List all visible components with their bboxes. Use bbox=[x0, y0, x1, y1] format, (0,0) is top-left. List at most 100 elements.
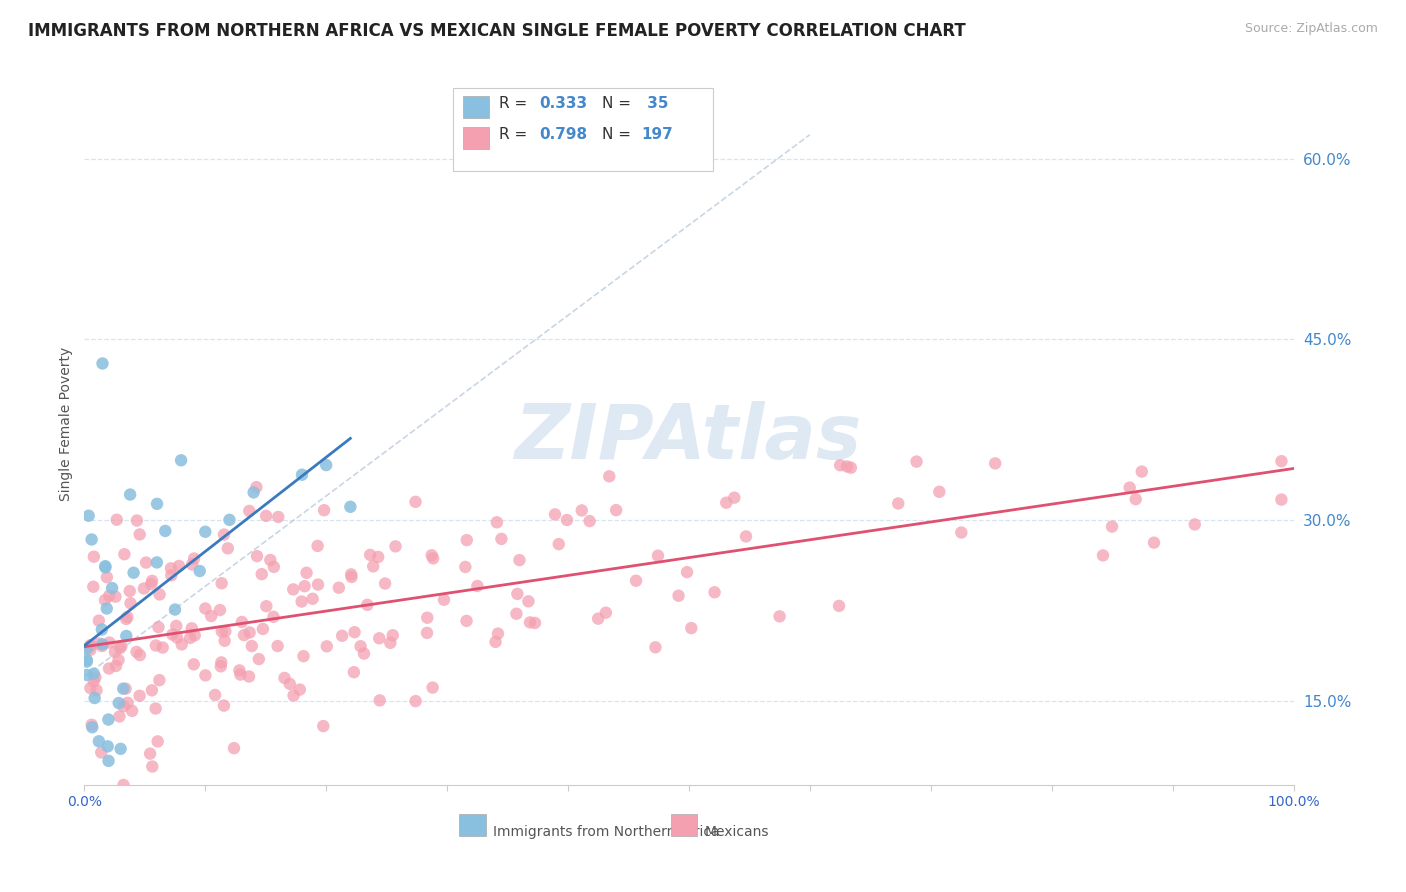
Point bbox=[115, 612, 138, 626]
Point bbox=[349, 639, 371, 653]
FancyBboxPatch shape bbox=[460, 814, 486, 836]
Point bbox=[228, 664, 250, 678]
Point bbox=[367, 549, 389, 564]
Point bbox=[82, 580, 104, 594]
Text: 0.333: 0.333 bbox=[538, 96, 588, 112]
Point bbox=[135, 556, 157, 570]
Point bbox=[117, 610, 139, 624]
Point bbox=[188, 564, 211, 578]
Point bbox=[117, 696, 139, 710]
Point bbox=[343, 665, 366, 680]
Point bbox=[339, 500, 361, 514]
Point bbox=[368, 693, 391, 707]
Point bbox=[145, 639, 167, 653]
Text: Source: ZipAtlas.com: Source: ZipAtlas.com bbox=[1244, 22, 1378, 36]
Point bbox=[314, 503, 336, 517]
Point bbox=[238, 669, 260, 683]
Point bbox=[87, 637, 110, 651]
Point bbox=[578, 514, 600, 528]
Point bbox=[283, 689, 305, 703]
Point bbox=[356, 598, 378, 612]
Point bbox=[328, 581, 350, 595]
Point bbox=[295, 566, 318, 580]
Point bbox=[107, 653, 129, 667]
Point bbox=[839, 460, 862, 475]
Point bbox=[259, 553, 281, 567]
Point bbox=[183, 657, 205, 672]
Point bbox=[141, 577, 163, 591]
Point bbox=[145, 701, 167, 715]
Point bbox=[167, 558, 190, 573]
Point bbox=[245, 480, 267, 494]
Point bbox=[420, 549, 443, 563]
Point bbox=[1143, 535, 1166, 549]
Point bbox=[141, 574, 163, 588]
Point bbox=[273, 671, 295, 685]
Text: N =: N = bbox=[602, 96, 636, 112]
Point bbox=[644, 640, 666, 655]
Point bbox=[132, 582, 155, 596]
Point bbox=[214, 624, 236, 639]
Point bbox=[76, 655, 98, 669]
Point bbox=[87, 614, 110, 628]
Text: 35: 35 bbox=[641, 96, 668, 112]
Point bbox=[82, 720, 104, 734]
Point bbox=[1270, 492, 1292, 507]
Point bbox=[456, 614, 478, 628]
Point bbox=[128, 527, 150, 541]
Point bbox=[266, 639, 288, 653]
Point bbox=[240, 639, 263, 653]
Point bbox=[467, 579, 489, 593]
Point bbox=[624, 574, 647, 588]
Point bbox=[422, 681, 444, 695]
Point bbox=[330, 629, 353, 643]
Point bbox=[108, 709, 131, 723]
Point bbox=[76, 653, 98, 667]
Point bbox=[312, 719, 335, 733]
Point bbox=[433, 592, 456, 607]
Point bbox=[735, 529, 758, 543]
Point bbox=[681, 621, 703, 635]
Point bbox=[835, 459, 858, 474]
Point bbox=[1184, 517, 1206, 532]
Point bbox=[90, 746, 112, 760]
Point bbox=[571, 503, 593, 517]
Point bbox=[141, 759, 163, 773]
Point bbox=[238, 504, 260, 518]
Point bbox=[315, 640, 337, 654]
Point bbox=[97, 713, 120, 727]
Text: Mexicans: Mexicans bbox=[704, 825, 769, 838]
Point bbox=[152, 640, 174, 655]
Point bbox=[170, 453, 193, 467]
Point bbox=[1091, 549, 1114, 563]
Point bbox=[105, 513, 128, 527]
Point bbox=[94, 560, 117, 574]
Point bbox=[96, 570, 118, 584]
Point bbox=[1101, 519, 1123, 533]
Point bbox=[291, 467, 314, 482]
Point bbox=[828, 599, 851, 613]
Point bbox=[1130, 465, 1153, 479]
Point bbox=[208, 603, 231, 617]
Point bbox=[91, 637, 114, 651]
Point bbox=[141, 683, 163, 698]
Point bbox=[108, 640, 131, 655]
Point bbox=[76, 641, 98, 656]
Point bbox=[454, 560, 477, 574]
Point bbox=[200, 609, 222, 624]
Point bbox=[91, 639, 114, 653]
Point bbox=[179, 631, 201, 645]
Point bbox=[595, 606, 617, 620]
Point bbox=[229, 667, 252, 681]
Point bbox=[97, 739, 120, 754]
Point bbox=[165, 619, 187, 633]
Point bbox=[668, 589, 690, 603]
Point bbox=[183, 551, 205, 566]
FancyBboxPatch shape bbox=[453, 87, 713, 171]
Point bbox=[368, 632, 391, 646]
Point bbox=[79, 681, 101, 695]
Point bbox=[181, 558, 204, 572]
Point bbox=[112, 778, 135, 792]
Point bbox=[160, 561, 183, 575]
Point bbox=[506, 587, 529, 601]
